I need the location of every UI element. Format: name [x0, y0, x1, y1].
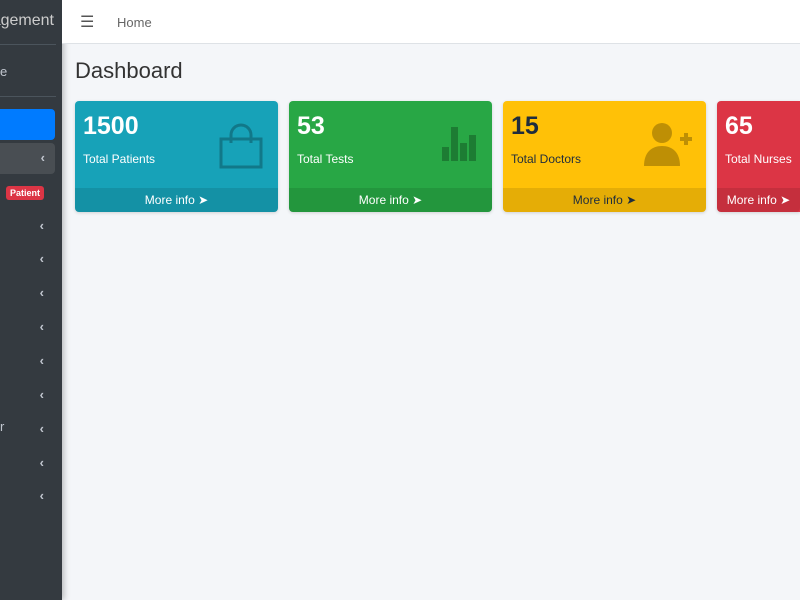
user-name[interactable]: e: [0, 64, 8, 79]
more-info-link[interactable]: More info ➤: [289, 188, 492, 212]
stat-value: 53: [297, 112, 325, 140]
chevron-left-icon[interactable]: ‹: [39, 218, 44, 233]
stat-card: 1500 Total Patients More info ➤: [75, 101, 278, 212]
chevron-left-icon[interactable]: ‹: [39, 319, 44, 334]
more-info-label: More info: [726, 193, 777, 207]
top-navbar: ☰ Home: [62, 0, 800, 44]
shopping-bag-icon: [216, 121, 266, 176]
divider: [0, 44, 56, 45]
stat-value: 1500: [83, 112, 139, 140]
stat-card: 15 Total Doctors More info ➤: [503, 101, 706, 212]
sidebar-item-dashboard[interactable]: [0, 109, 55, 140]
stat-card: 53 Total Tests More info ➤: [289, 101, 492, 212]
chevron-left-icon[interactable]: ‹: [39, 455, 44, 470]
menu-icon[interactable]: ☰: [80, 14, 95, 31]
sidebar-item-label: r: [0, 419, 5, 434]
arrow-circle-right-icon: ➤: [412, 193, 423, 207]
home-link[interactable]: Home: [117, 15, 152, 30]
chevron-left-icon: ‹: [40, 150, 45, 165]
more-info-link[interactable]: More info ➤: [503, 188, 706, 212]
chevron-left-icon[interactable]: ‹: [39, 285, 44, 300]
page-title: Dashboard: [75, 58, 183, 83]
chevron-left-icon[interactable]: ‹: [39, 353, 44, 368]
stat-label: Total Doctors: [511, 152, 582, 166]
more-info-label: More info: [358, 193, 409, 207]
stat-label: Total Tests: [297, 152, 354, 166]
more-info-label: More info: [572, 193, 623, 207]
sidebar-item-open[interactable]: ‹: [0, 143, 55, 174]
stat-label: Total Nurses: [725, 152, 792, 166]
chevron-left-icon[interactable]: ‹: [39, 488, 44, 503]
chevron-left-icon[interactable]: ‹: [39, 421, 44, 436]
arrow-circle-right-icon: ➤: [780, 193, 791, 207]
arrow-circle-right-icon: ➤: [198, 193, 209, 207]
chevron-left-icon[interactable]: ‹: [39, 251, 44, 266]
chevron-left-icon[interactable]: ‹: [39, 387, 44, 402]
brand-title[interactable]: agement: [0, 12, 54, 29]
user-plus-icon: [644, 121, 694, 171]
stat-label: Total Patients: [83, 152, 156, 166]
arrow-circle-right-icon: ➤: [626, 193, 637, 207]
more-info-link[interactable]: More info ➤: [75, 188, 278, 212]
stat-card: 65 Total Nurses More info ➤: [717, 101, 800, 212]
divider: [0, 96, 56, 97]
stat-value: 65: [725, 112, 753, 140]
sidebar: agement e ‹ Patient r ‹ ‹ ‹ ‹ ‹ ‹ ‹ ‹ ‹: [0, 0, 62, 600]
more-info-link[interactable]: More info ➤: [717, 188, 800, 212]
more-info-label: More info: [144, 193, 195, 207]
stat-value: 15: [511, 112, 539, 140]
patient-badge: Patient: [6, 186, 45, 200]
bar-chart-icon: [440, 121, 480, 166]
